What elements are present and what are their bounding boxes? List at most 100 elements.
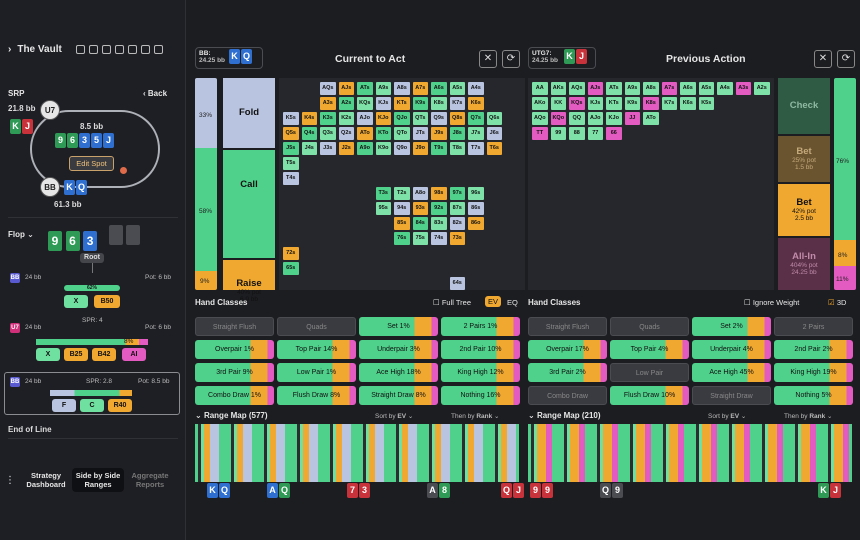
hand-class-cell[interactable]: Flush Draw 8% xyxy=(277,386,356,405)
seat-utg[interactable]: U7 xyxy=(40,100,60,120)
matrix-cell[interactable]: Q3s xyxy=(320,127,336,140)
matrix-cell[interactable]: JJ xyxy=(624,112,640,125)
hand-class-cell[interactable]: Top Pair 14% xyxy=(277,340,356,359)
seat-bb[interactable]: BB xyxy=(40,177,60,197)
table-icon[interactable] xyxy=(88,45,98,54)
action-bet-medium[interactable]: Bet 42% pot 2.5 bb xyxy=(778,184,830,236)
matrix-cell[interactable]: 73s xyxy=(449,232,465,245)
matrix-cell[interactable]: 99 xyxy=(550,127,566,140)
matrix-cell[interactable]: A3s xyxy=(320,97,336,110)
matrix-cell[interactable]: KTo xyxy=(375,127,391,140)
chart-icon[interactable] xyxy=(101,45,111,54)
matrix-cell[interactable]: A8s xyxy=(394,82,410,95)
eq-toggle[interactable]: EQ xyxy=(507,298,518,307)
hand-class-cell[interactable]: Ace High 18% xyxy=(359,363,438,382)
tree-action-b25[interactable]: B25 xyxy=(64,348,88,361)
action-check[interactable]: Check xyxy=(778,78,830,134)
matrix-cell[interactable]: KQs xyxy=(357,97,373,110)
matrix-cell[interactable]: AQs xyxy=(569,82,585,95)
hand-class-cell[interactable]: King High 19% xyxy=(774,363,853,382)
matrix-cell[interactable]: 75s xyxy=(412,232,428,245)
matrix-cell[interactable]: K7s xyxy=(661,97,677,110)
tree-action-call[interactable]: C xyxy=(80,399,104,412)
matrix-cell[interactable]: ATs xyxy=(357,82,373,95)
matrix-cell[interactable]: ATo xyxy=(643,112,659,125)
hand-class-cell[interactable]: Quads xyxy=(610,317,689,336)
matrix-cell[interactable]: KJo xyxy=(606,112,622,125)
matrix-cell[interactable]: A7s xyxy=(412,82,428,95)
matrix-cell[interactable]: KK xyxy=(550,97,566,110)
matrix-cell[interactable]: 74s xyxy=(431,232,447,245)
hand-class-cell[interactable]: 2 Pairs xyxy=(774,317,853,336)
refresh-icon[interactable]: ⟳ xyxy=(502,50,520,68)
matrix-cell[interactable]: JTs xyxy=(412,127,428,140)
matrix-cell[interactable]: Q5s xyxy=(283,127,299,140)
doc-icon[interactable] xyxy=(127,45,137,54)
matrix-cell[interactable]: T8s xyxy=(449,142,465,155)
range-map-title[interactable]: ⌄ Range Map (210) xyxy=(528,411,601,420)
matrix-cell[interactable]: AA xyxy=(532,82,548,95)
range-map-chart[interactable] xyxy=(195,424,519,482)
tab-aggregate-reports[interactable]: Aggregate Reports xyxy=(131,471,169,489)
matrix-cell[interactable]: J9o xyxy=(412,142,428,155)
matrix-cell[interactable]: AQo xyxy=(532,112,548,125)
matrix-cell[interactable]: 82s xyxy=(449,217,465,230)
matrix-cell[interactable]: J7s xyxy=(468,127,484,140)
matrix-cell[interactable]: 66 xyxy=(606,127,622,140)
matrix-cell[interactable]: A6s xyxy=(431,82,447,95)
action-allin[interactable]: All-In 404% pot 24.25 bb xyxy=(778,238,830,290)
grid-icon[interactable] xyxy=(75,45,85,54)
matrix-cell[interactable]: T3s xyxy=(375,187,391,200)
matrix-cell[interactable]: A9o xyxy=(357,142,373,155)
hand-class-cell[interactable]: Nothing 16% xyxy=(441,386,520,405)
matrix-cell[interactable]: K2s xyxy=(338,112,354,125)
action-call[interactable]: Call xyxy=(223,150,275,258)
hand-class-cell[interactable]: Straight Flush xyxy=(195,317,274,336)
matrix-cell[interactable]: A4s xyxy=(468,82,484,95)
matrix-cell[interactable]: A4s xyxy=(717,82,733,95)
range-matrix[interactable]: AQs AJs ATs A9s A8s A7s A6s A5s A4s A3s A2s KQs KJs K… xyxy=(279,78,525,290)
matrix-cell[interactable]: KJo xyxy=(375,112,391,125)
matrix-cell[interactable]: Q6s xyxy=(486,112,502,125)
matrix-cell[interactable]: ATs xyxy=(606,82,622,95)
hand-class-cell[interactable]: 2 Pairs 1% xyxy=(441,317,520,336)
matrix-cell[interactable]: K5s xyxy=(283,112,299,125)
matrix-cell[interactable]: J9s xyxy=(431,127,447,140)
matrix-cell[interactable]: Q9o xyxy=(394,142,410,155)
matrix-cell[interactable]: 95s xyxy=(375,202,391,215)
matrix-cell[interactable]: 84s xyxy=(412,217,428,230)
matrix-cell[interactable]: AJo xyxy=(357,112,373,125)
card-slot[interactable] xyxy=(126,225,141,245)
matrix-cell[interactable]: K3s xyxy=(320,112,336,125)
ev-toggle[interactable]: EV xyxy=(485,296,502,307)
edit-spot-button[interactable]: Edit Spot xyxy=(69,156,114,171)
matrix-cell[interactable]: 77 xyxy=(587,127,603,140)
hand-class-cell[interactable]: Top Pair 4% xyxy=(610,340,689,359)
matrix-cell[interactable]: J8s xyxy=(449,127,465,140)
selected-node[interactable] xyxy=(4,372,180,415)
matrix-cell[interactable]: KTs xyxy=(606,97,622,110)
hand-class-cell[interactable]: King High 12% xyxy=(441,363,520,382)
matrix-cell[interactable]: T7s xyxy=(468,142,484,155)
hand-class-cell[interactable]: Set 2% xyxy=(692,317,771,336)
matrix-cell[interactable]: A3s xyxy=(735,82,751,95)
then-by[interactable]: Then by Rank ⌄ xyxy=(451,413,500,420)
matrix-cell[interactable]: 97s xyxy=(449,187,465,200)
then-by[interactable]: Then by Rank ⌄ xyxy=(784,413,833,420)
share-icon[interactable] xyxy=(153,45,163,54)
card-slot[interactable] xyxy=(108,225,123,245)
matrix-cell[interactable]: 86s xyxy=(468,202,484,215)
matrix-cell[interactable]: 93s xyxy=(412,202,428,215)
matrix-cell[interactable]: A9s xyxy=(624,82,640,95)
matrix-cell[interactable]: A2s xyxy=(754,82,770,95)
hand-class-cell[interactable]: Nothing 5% xyxy=(774,386,853,405)
matrix-cell[interactable]: KJs xyxy=(587,97,603,110)
matrix-cell[interactable]: 65s xyxy=(283,262,299,275)
matrix-cell[interactable]: J5s xyxy=(283,142,299,155)
tree-action-x[interactable]: X xyxy=(64,295,88,308)
